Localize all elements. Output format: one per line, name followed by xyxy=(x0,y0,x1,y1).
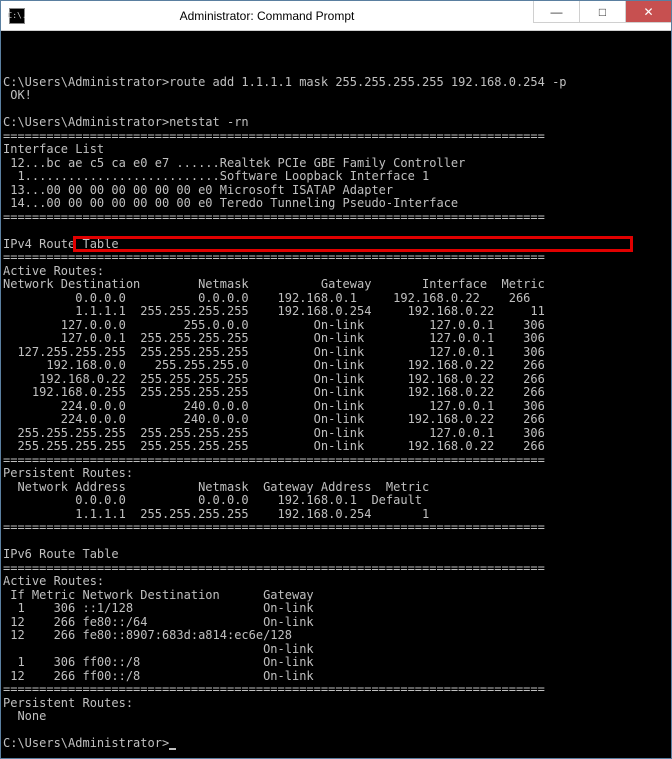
cursor xyxy=(169,748,176,750)
cmd-icon: C:\. xyxy=(9,8,25,24)
titlebar: C:\. Administrator: Command Prompt — □ ✕ xyxy=(1,1,671,31)
close-button[interactable]: ✕ xyxy=(625,1,671,23)
window-title: Administrator: Command Prompt xyxy=(31,9,533,23)
minimize-button[interactable]: — xyxy=(533,1,579,23)
terminal-output[interactable]: C:\Users\Administrator>route add 1.1.1.1… xyxy=(1,31,671,758)
window-controls: — □ ✕ xyxy=(533,1,671,30)
command-prompt-window: C:\. Administrator: Command Prompt — □ ✕… xyxy=(0,0,672,759)
maximize-button[interactable]: □ xyxy=(579,1,625,23)
highlight-box xyxy=(73,236,633,253)
